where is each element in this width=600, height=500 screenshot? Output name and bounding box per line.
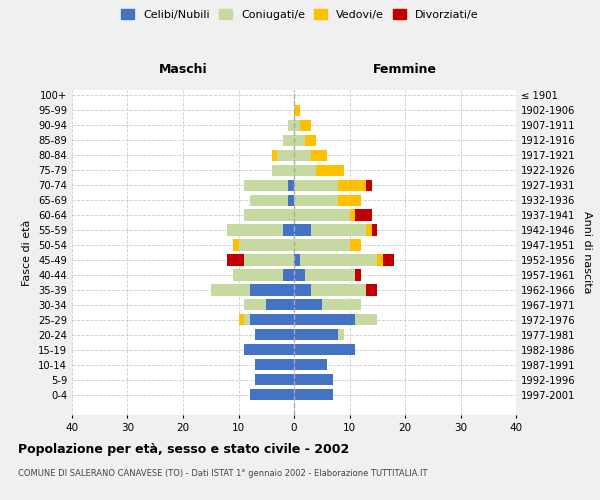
Bar (377, 254, 383, 266)
Bar (294, 374, 333, 386)
Bar (227, 254, 244, 266)
Bar (250, 284, 294, 296)
Bar (283, 134, 294, 146)
Bar (311, 224, 366, 235)
Bar (366, 224, 372, 235)
Text: Femmine: Femmine (373, 63, 437, 76)
Bar (294, 314, 355, 326)
Bar (244, 254, 294, 266)
Bar (338, 329, 344, 340)
Bar (294, 389, 333, 400)
Bar (299, 120, 311, 131)
Bar (372, 224, 377, 235)
Bar (338, 194, 361, 206)
Bar (294, 164, 316, 176)
Bar (294, 150, 311, 161)
Bar (305, 134, 316, 146)
Bar (294, 359, 328, 370)
Bar (250, 389, 294, 400)
Bar (294, 270, 305, 280)
Bar (250, 194, 289, 206)
Legend: Celibi/Nubili, Coniugati/e, Vedovi/e, Divorziati/e: Celibi/Nubili, Coniugati/e, Vedovi/e, Di… (118, 6, 482, 23)
Bar (244, 180, 289, 191)
Bar (272, 164, 294, 176)
Bar (311, 150, 328, 161)
Text: COMUNE DI SALERANO CANAVESE (TO) - Dati ISTAT 1° gennaio 2002 - Elaborazione TUT: COMUNE DI SALERANO CANAVESE (TO) - Dati … (18, 468, 427, 477)
Bar (244, 210, 294, 220)
Text: Popolazione per età, sesso e stato civile - 2002: Popolazione per età, sesso e stato civil… (18, 442, 349, 456)
Bar (250, 314, 294, 326)
Bar (255, 329, 294, 340)
Bar (299, 254, 377, 266)
Bar (338, 180, 366, 191)
Bar (294, 105, 299, 116)
Bar (227, 224, 283, 235)
Bar (272, 150, 277, 161)
Bar (366, 284, 377, 296)
Bar (266, 299, 294, 310)
Bar (316, 164, 344, 176)
Bar (277, 150, 294, 161)
Bar (239, 240, 294, 250)
Bar (355, 270, 361, 280)
Bar (383, 254, 394, 266)
Bar (311, 284, 366, 296)
Bar (233, 240, 239, 250)
Bar (294, 299, 322, 310)
Bar (294, 134, 305, 146)
Bar (244, 299, 266, 310)
Bar (289, 194, 294, 206)
Bar (283, 270, 294, 280)
Bar (233, 270, 283, 280)
Bar (255, 374, 294, 386)
Bar (255, 359, 294, 370)
Bar (350, 240, 361, 250)
Bar (322, 299, 361, 310)
Bar (294, 224, 311, 235)
Y-axis label: Anni di nascita: Anni di nascita (582, 211, 592, 294)
Bar (294, 120, 299, 131)
Bar (294, 254, 299, 266)
Bar (239, 314, 244, 326)
Bar (294, 240, 350, 250)
Bar (283, 224, 294, 235)
Bar (350, 210, 355, 220)
Bar (294, 194, 338, 206)
Bar (294, 284, 311, 296)
Y-axis label: Fasce di età: Fasce di età (22, 220, 32, 286)
Bar (289, 120, 294, 131)
Bar (244, 314, 250, 326)
Bar (305, 270, 355, 280)
Bar (355, 314, 377, 326)
Text: Maschi: Maschi (158, 63, 208, 76)
Bar (211, 284, 250, 296)
Bar (244, 344, 294, 356)
Bar (294, 329, 338, 340)
Bar (294, 344, 355, 356)
Bar (294, 210, 350, 220)
Bar (355, 210, 372, 220)
Bar (294, 180, 338, 191)
Bar (366, 180, 372, 191)
Bar (289, 180, 294, 191)
